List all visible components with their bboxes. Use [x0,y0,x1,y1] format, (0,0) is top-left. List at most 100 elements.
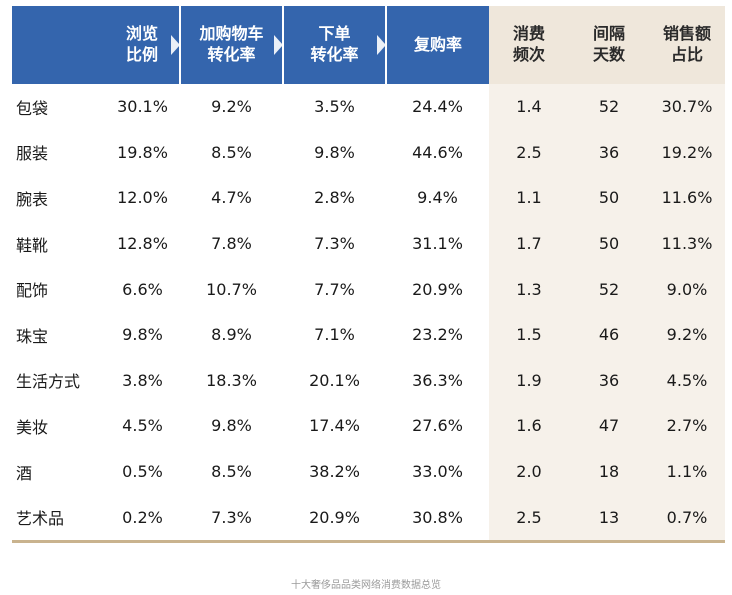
purchase-frequency-cell: 1.4 [489,84,569,130]
order-conversion-cell: 17.4% [283,403,386,449]
cart-conversion-cell: 8.5% [180,129,283,176]
order-conversion-cell: 2.8% [283,175,386,221]
category-name-cell: 配饰 [12,266,105,312]
cart-conversion-cell: 8.9% [180,311,283,358]
repurchase-rate-cell: 9.4% [386,175,489,221]
interval-days-cell: 36 [569,129,649,176]
category-name-cell: 鞋靴 [12,220,105,267]
header-order-conversion: 下单 转化率 [282,6,387,84]
cart-conversion-cell: 9.2% [180,84,283,130]
header-interval-days: 间隔 天数 [569,6,649,84]
purchase-frequency-cell: 1.1 [489,175,569,221]
category-name-cell: 珠宝 [12,311,105,358]
sales-share-cell: 30.7% [649,84,725,130]
header-browse-ratio: 浏览 比例 [105,6,180,84]
interval-days-cell: 13 [569,494,649,543]
repurchase-rate-cell: 23.2% [386,311,489,358]
interval-days-cell: 50 [569,220,649,267]
repurchase-rate-cell: 31.1% [386,220,489,267]
browse-ratio-cell: 30.1% [105,84,180,130]
order-conversion-cell: 9.8% [283,129,386,176]
sales-share-cell: 19.2% [649,129,725,176]
header-repurchase-rate: 复购率 [385,6,489,84]
sales-share-cell: 11.3% [649,220,725,267]
purchase-frequency-cell: 1.7 [489,220,569,267]
purchase-frequency-cell: 1.6 [489,403,569,449]
table-row: 腕表 12.0% 4.7% 2.8% 9.4% 1.1 50 11.6% [12,175,725,221]
interval-days-cell: 18 [569,448,649,495]
repurchase-rate-cell: 33.0% [386,448,489,495]
browse-ratio-cell: 0.5% [105,448,180,495]
purchase-frequency-cell: 2.0 [489,448,569,495]
sales-share-cell: 9.2% [649,311,725,358]
browse-ratio-cell: 3.8% [105,357,180,404]
order-conversion-cell: 38.2% [283,448,386,495]
table-row: 艺术品 0.2% 7.3% 20.9% 30.8% 2.5 13 0.7% [12,494,725,543]
browse-ratio-cell: 6.6% [105,266,180,312]
interval-days-cell: 52 [569,266,649,312]
browse-ratio-cell: 4.5% [105,403,180,449]
cart-conversion-cell: 10.7% [180,266,283,312]
purchase-frequency-cell: 1.9 [489,357,569,404]
table-body: 包袋 30.1% 9.2% 3.5% 24.4% 1.4 52 30.7% 服装 19.8% 8.5… [12,84,725,543]
category-name-cell: 美妆 [12,403,105,449]
browse-ratio-cell: 12.8% [105,220,180,267]
sales-share-cell: 4.5% [649,357,725,404]
cart-conversion-cell: 4.7% [180,175,283,221]
sales-share-cell: 0.7% [649,494,725,543]
purchase-frequency-cell: 1.5 [489,311,569,358]
category-name-cell: 服装 [12,129,105,176]
order-conversion-cell: 20.1% [283,357,386,404]
repurchase-rate-cell: 24.4% [386,84,489,130]
order-conversion-cell: 20.9% [283,494,386,543]
table-row: 美妆 4.5% 9.8% 17.4% 27.6% 1.6 47 2.7% [12,403,725,449]
purchase-frequency-cell: 2.5 [489,129,569,176]
header-cart-conversion: 加购物车 转化率 [179,6,284,84]
order-conversion-cell: 7.7% [283,266,386,312]
table-row: 配饰 6.6% 10.7% 7.7% 20.9% 1.3 52 9.0% [12,266,725,312]
header-row: 浏览 比例 加购物车 转化率 下单 转化率 复购率 消费 频次 间隔 天数 销售… [12,6,725,84]
repurchase-rate-cell: 44.6% [386,129,489,176]
sales-share-cell: 11.6% [649,175,725,221]
table-row: 珠宝 9.8% 8.9% 7.1% 23.2% 1.5 46 9.2% [12,311,725,358]
category-name-cell: 酒 [12,448,105,495]
table-row: 鞋靴 12.8% 7.8% 7.3% 31.1% 1.7 50 11.3% [12,220,725,267]
table-row: 酒 0.5% 8.5% 38.2% 33.0% 2.0 18 1.1% [12,448,725,495]
order-conversion-cell: 7.1% [283,311,386,358]
interval-days-cell: 47 [569,403,649,449]
repurchase-rate-cell: 27.6% [386,403,489,449]
table-row: 服装 19.8% 8.5% 9.8% 44.6% 2.5 36 19.2% [12,129,725,176]
cart-conversion-cell: 9.8% [180,403,283,449]
header-sales-share: 销售额 占比 [649,6,725,84]
purchase-frequency-cell: 2.5 [489,494,569,543]
category-name-cell: 包袋 [12,84,105,130]
header-category [12,6,105,84]
category-name-cell: 生活方式 [12,357,105,404]
sales-share-cell: 2.7% [649,403,725,449]
repurchase-rate-cell: 36.3% [386,357,489,404]
repurchase-rate-cell: 30.8% [386,494,489,543]
browse-ratio-cell: 19.8% [105,129,180,176]
browse-ratio-cell: 0.2% [105,494,180,543]
cart-conversion-cell: 18.3% [180,357,283,404]
browse-ratio-cell: 9.8% [105,311,180,358]
interval-days-cell: 50 [569,175,649,221]
table-row: 包袋 30.1% 9.2% 3.5% 24.4% 1.4 52 30.7% [12,84,725,130]
cart-conversion-cell: 7.3% [180,494,283,543]
sales-share-cell: 1.1% [649,448,725,495]
interval-days-cell: 46 [569,311,649,358]
interval-days-cell: 52 [569,84,649,130]
purchase-frequency-cell: 1.3 [489,266,569,312]
table-row: 生活方式 3.8% 18.3% 20.1% 36.3% 1.9 36 4.5% [12,357,725,404]
header-purchase-frequency: 消费 频次 [489,6,569,84]
luxury-category-table: 浏览 比例 加购物车 转化率 下单 转化率 复购率 消费 频次 间隔 天数 销售… [12,6,725,543]
table-caption: 十大奢侈品品类网络消费数据总览 [291,580,441,591]
data-table-container: 浏览 比例 加购物车 转化率 下单 转化率 复购率 消费 频次 间隔 天数 销售… [12,6,725,543]
interval-days-cell: 36 [569,357,649,404]
order-conversion-cell: 3.5% [283,84,386,130]
order-conversion-cell: 7.3% [283,220,386,267]
browse-ratio-cell: 12.0% [105,175,180,221]
category-name-cell: 腕表 [12,175,105,221]
repurchase-rate-cell: 20.9% [386,266,489,312]
cart-conversion-cell: 8.5% [180,448,283,495]
